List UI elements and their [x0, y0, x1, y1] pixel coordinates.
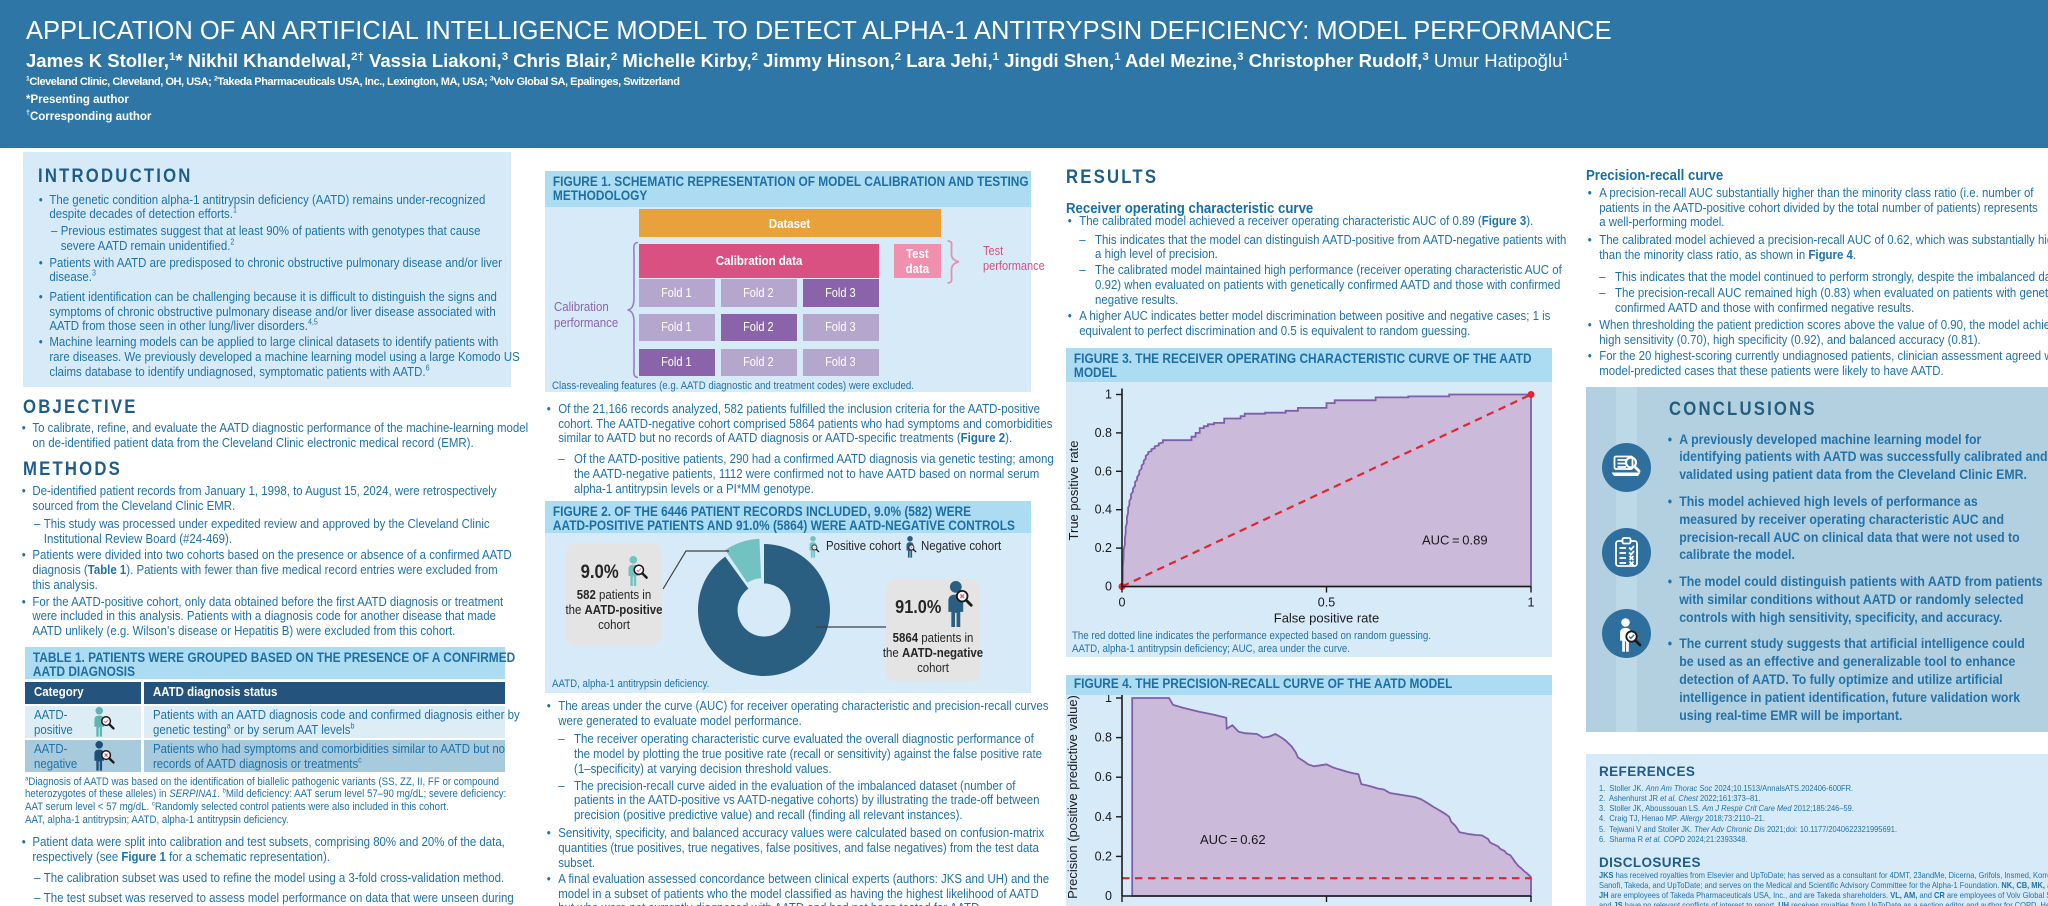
svg-text:False positive rate: False positive rate: [1274, 611, 1380, 626]
svg-text:0.8: 0.8: [1095, 731, 1112, 745]
svg-text:1: 1: [1528, 596, 1535, 610]
svg-text:0.2: 0.2: [1095, 849, 1112, 863]
svg-text:AUC = 0.62: AUC = 0.62: [1200, 832, 1266, 847]
svg-text:0: 0: [1105, 889, 1112, 903]
svg-text:0.4: 0.4: [1095, 810, 1112, 824]
svg-text:1: 1: [1105, 695, 1112, 705]
svg-text:0.5: 0.5: [1318, 596, 1335, 610]
svg-text:0: 0: [1119, 596, 1126, 610]
svg-text:0.2: 0.2: [1095, 541, 1112, 555]
svg-text:0: 0: [1105, 580, 1112, 594]
svg-text:0.6: 0.6: [1095, 770, 1112, 784]
svg-text:0.4: 0.4: [1095, 503, 1112, 517]
svg-text:Precision (positive predictive: Precision (positive predictive value): [1066, 695, 1080, 899]
svg-text:0.8: 0.8: [1095, 426, 1112, 440]
svg-text:True positive rate: True positive rate: [1066, 441, 1081, 541]
svg-text:AUC = 0.89: AUC = 0.89: [1422, 533, 1488, 548]
svg-text:0.6: 0.6: [1095, 464, 1112, 478]
svg-text:1: 1: [1105, 388, 1112, 402]
